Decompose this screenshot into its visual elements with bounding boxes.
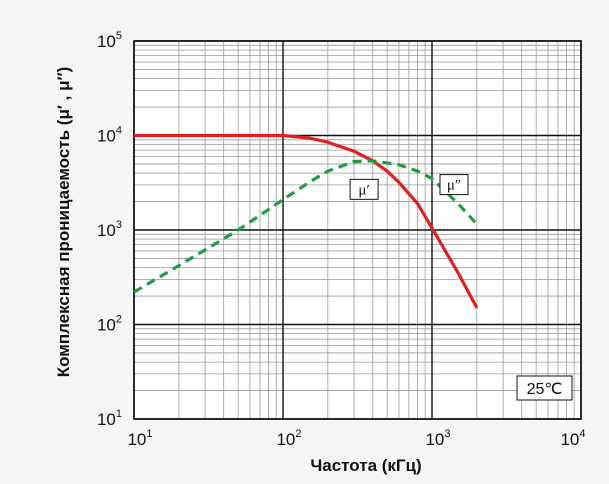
temperature-label: 25℃ bbox=[527, 381, 563, 398]
series-label-box bbox=[439, 174, 469, 196]
x-tick-label: 101 bbox=[127, 428, 152, 449]
y-tick-label: 104 bbox=[97, 125, 122, 146]
x-tick-label: 104 bbox=[560, 428, 585, 449]
y-tick-label: 102 bbox=[97, 314, 122, 335]
y-tick-label: 103 bbox=[97, 219, 122, 240]
y-axis-title: Комплексная проницаемость (μ′ , μ″) bbox=[54, 67, 73, 378]
plot-frame bbox=[133, 40, 582, 420]
series-labels: μ′ μ″ bbox=[349, 174, 469, 200]
series-line-mu-double-prime bbox=[133, 159, 479, 294]
series-label: μ″ bbox=[447, 178, 461, 194]
x-tick-label: 103 bbox=[425, 428, 450, 449]
y-tick-label: 101 bbox=[97, 408, 122, 429]
series-label-box bbox=[349, 178, 379, 200]
x-tick-labels: 101 102 103 104 bbox=[127, 428, 585, 449]
series-label: μ′ bbox=[358, 182, 369, 198]
grid bbox=[133, 40, 582, 420]
y-tick-label: 105 bbox=[97, 30, 122, 51]
x-axis-title: Частота (кГц) bbox=[310, 456, 421, 475]
series-lines bbox=[133, 133, 479, 309]
x-tick-label: 102 bbox=[276, 428, 301, 449]
y-tick-labels: 101 102 103 104 105 bbox=[97, 30, 122, 429]
temperature-badge: 25℃ bbox=[516, 375, 573, 401]
